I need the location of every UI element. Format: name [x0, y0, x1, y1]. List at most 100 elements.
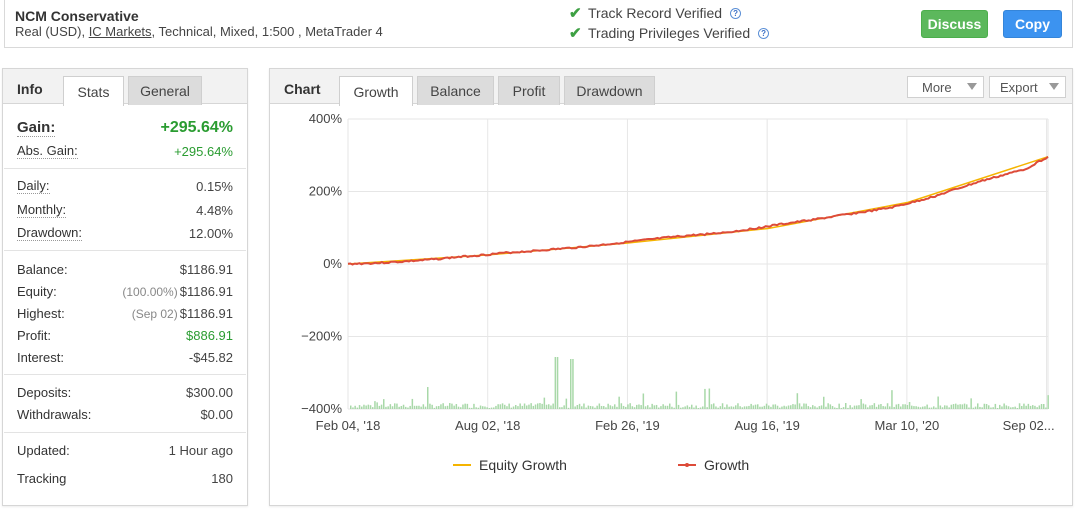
deposits-label: Deposits: — [17, 384, 72, 400]
volume-bar — [363, 404, 365, 409]
volume-bar — [1012, 407, 1014, 409]
volume-bar — [649, 407, 651, 409]
help-icon[interactable]: ? — [758, 27, 770, 39]
verified-label: Trading Privileges Verified — [588, 25, 751, 41]
tab-balance[interactable]: Balance — [417, 76, 494, 105]
volume-bar — [807, 406, 810, 409]
volume-bar — [968, 407, 970, 409]
volume-bar — [882, 406, 884, 409]
volume-bar — [862, 403, 865, 409]
volume-bar — [354, 405, 356, 409]
monthly-label: Monthly: — [17, 202, 67, 218]
drawdown-label: Drawdown: — [17, 225, 83, 241]
legend-label-growth: Growth — [704, 457, 749, 473]
x-tick-label: Feb 26, '19 — [595, 418, 660, 433]
subtitle-account: Real (USD), — [15, 24, 89, 39]
volume-bar — [666, 405, 669, 409]
broker-link[interactable]: IC Markets — [88, 24, 152, 39]
tab-drawdown[interactable]: Drawdown — [564, 76, 655, 105]
tab-profit[interactable]: Profit — [498, 76, 560, 105]
volume-bar — [640, 405, 642, 409]
volume-bar — [523, 403, 526, 409]
volume-bar — [517, 406, 519, 409]
volume-bar — [864, 404, 867, 409]
volume-bar — [1043, 404, 1045, 409]
interest-value: -$45.82 — [188, 349, 233, 365]
volume-bar — [825, 406, 827, 409]
volume-bar — [957, 404, 959, 409]
volume-bar — [561, 407, 563, 409]
volume-bar — [983, 403, 986, 409]
volume-bar — [1038, 405, 1041, 409]
volume-bar — [455, 404, 458, 409]
x-tick-label: Sep 02... — [1003, 418, 1055, 433]
tab-growth[interactable]: Growth — [339, 76, 413, 106]
tab-stats[interactable]: Stats — [63, 76, 124, 106]
volume-bar — [781, 406, 783, 409]
volume-bar — [669, 403, 671, 409]
volume-bar — [1014, 406, 1016, 409]
volume-bar — [884, 406, 887, 409]
export-dropdown[interactable]: Export — [989, 76, 1066, 98]
more-label: More — [922, 79, 952, 95]
volume-bar — [545, 404, 548, 409]
volume-bar — [906, 405, 909, 409]
volume-bar — [937, 396, 939, 409]
equity-row: Equity: (100.00%) $1186.91 — [17, 281, 233, 301]
volume-bar — [398, 406, 400, 409]
volume-bar — [616, 406, 618, 409]
volume-bar — [779, 407, 781, 409]
updated-value: 1 Hour ago — [168, 442, 233, 458]
info-panel-title: Info — [17, 81, 43, 97]
tracking-label: Tracking — [17, 470, 67, 486]
x-tick-label: Mar 10, '20 — [875, 418, 940, 433]
volume-bar — [922, 406, 924, 409]
more-dropdown[interactable]: More — [907, 76, 984, 98]
chevron-down-icon — [1049, 83, 1059, 90]
volume-bar — [803, 403, 805, 409]
volume-bar — [431, 404, 433, 409]
legend-label-equity: Equity Growth — [479, 457, 567, 473]
volume-bar — [589, 405, 592, 409]
volume-bar — [1018, 403, 1021, 409]
discuss-button[interactable]: Discuss — [921, 10, 988, 38]
volume-bar — [702, 406, 704, 409]
volume-bar — [576, 405, 579, 409]
volume-bar — [482, 406, 484, 409]
volume-bar — [961, 404, 964, 409]
volume-bar — [853, 405, 856, 409]
volume-bar — [446, 405, 449, 409]
volume-bar — [567, 407, 570, 409]
volume-bar — [933, 406, 935, 409]
help-icon[interactable]: ? — [730, 7, 742, 19]
volume-bar — [761, 406, 763, 409]
tracking-value[interactable]: 180 — [211, 470, 233, 486]
volume-bar — [416, 405, 418, 409]
tab-general[interactable]: General — [128, 76, 202, 105]
volume-bar — [471, 407, 473, 409]
volume-bar — [992, 407, 994, 409]
volume-bar — [1027, 403, 1030, 409]
volume-bar — [970, 398, 972, 409]
volume-bar — [959, 404, 961, 409]
copy-button[interactable]: Copy — [1003, 10, 1062, 38]
volume-bar — [631, 406, 634, 409]
volume-bars — [350, 357, 1049, 409]
y-tick-label: 200% — [309, 184, 343, 199]
volume-bar — [939, 405, 942, 409]
volume-bar — [647, 405, 649, 409]
monthly-row: Monthly: 4.48% — [17, 200, 233, 220]
volume-bar — [468, 407, 471, 409]
volume-bar — [952, 404, 955, 409]
volume-bar — [475, 407, 477, 409]
volume-bar — [809, 407, 812, 409]
volume-bar — [724, 407, 726, 409]
volume-bar — [981, 407, 983, 409]
volume-bar — [435, 406, 438, 409]
volume-bar — [950, 404, 953, 409]
volume-bar — [361, 406, 363, 409]
equity-note: (100.00%) — [122, 284, 178, 299]
volume-bar — [715, 406, 717, 409]
volume-bar — [519, 403, 521, 409]
volume-bar — [479, 405, 482, 409]
